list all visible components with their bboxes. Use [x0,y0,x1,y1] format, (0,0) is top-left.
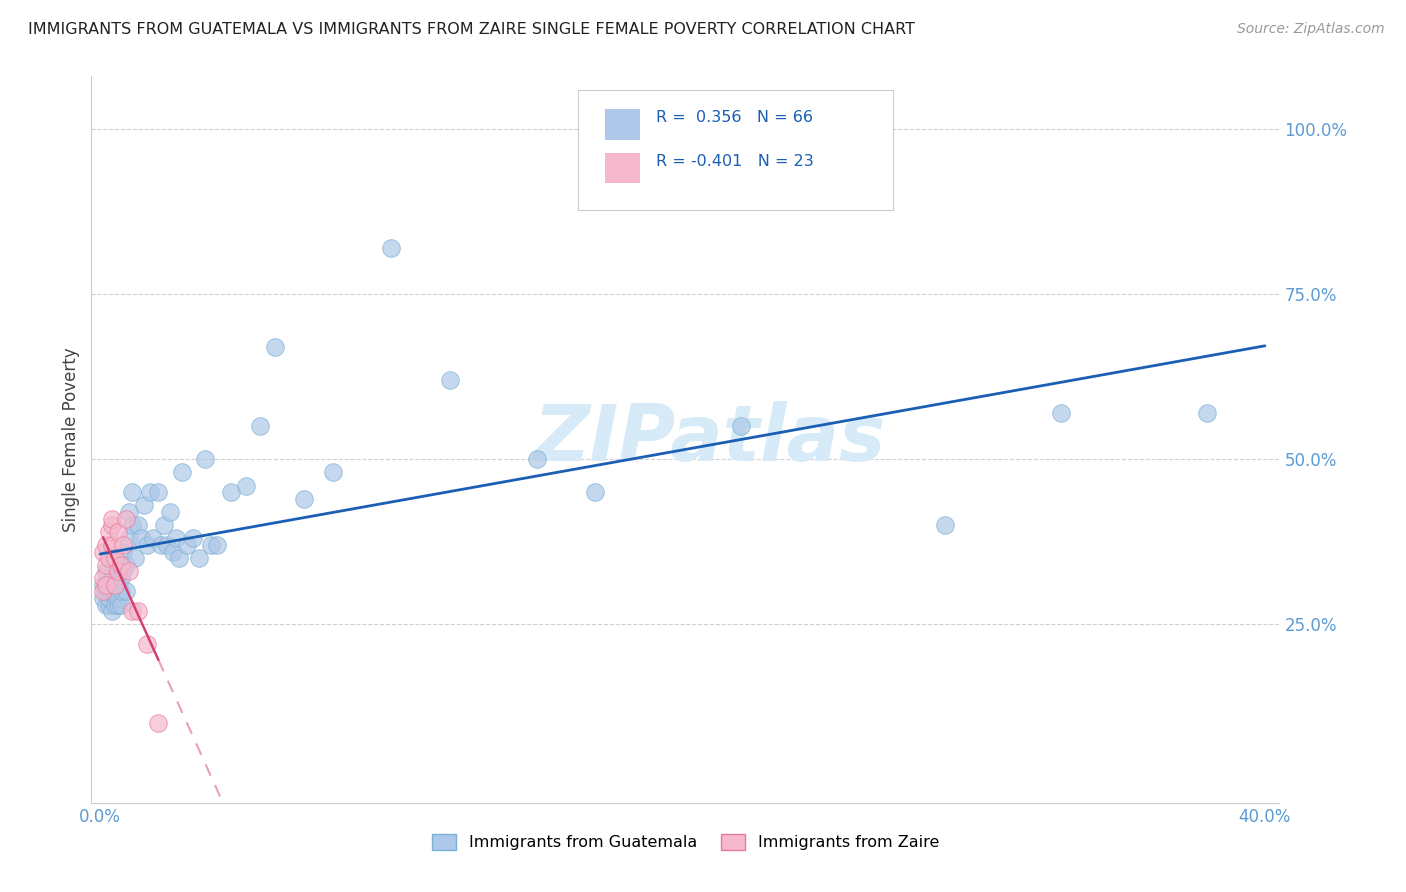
Point [100,584,122,599]
Point [121,485,143,500]
Point [115,584,138,599]
Point [205,538,228,552]
Point [97,584,120,599]
Point [127,518,149,533]
Point [91,584,114,599]
Point [219,485,242,500]
Point [141,532,163,546]
Point [104,571,127,585]
Point [150,538,173,552]
Point [107,524,129,539]
Point [153,518,176,533]
Point [100,604,122,618]
Point [118,532,141,546]
Point [112,544,135,558]
Point [97,551,120,566]
Point [124,551,146,566]
Point [107,578,129,592]
Point [94,584,117,599]
Point [167,551,190,566]
Point [1050,406,1073,420]
Point [135,538,157,552]
Point [104,584,127,599]
FancyBboxPatch shape [578,90,893,211]
Point [138,485,160,500]
Point [121,518,143,533]
Point [526,452,548,467]
Point [235,478,257,492]
Point [94,538,117,552]
Point [249,419,271,434]
Text: ZIPatlas: ZIPatlas [533,401,886,477]
Point [100,571,122,585]
Point [104,598,127,612]
Point [156,538,179,552]
Point [159,505,181,519]
Point [94,578,117,592]
Point [112,565,135,579]
Point [97,524,120,539]
Y-axis label: Single Female Poverty: Single Female Poverty [62,347,80,532]
Point [91,544,114,558]
Point [170,466,193,480]
Point [107,591,129,605]
Point [91,571,114,585]
Point [91,578,114,592]
Point [583,485,606,500]
Point [176,538,198,552]
Point [91,591,114,605]
Legend: Immigrants from Guatemala, Immigrants from Zaire: Immigrants from Guatemala, Immigrants fr… [426,827,945,856]
Point [110,584,132,599]
Text: R = -0.401   N = 23: R = -0.401 N = 23 [655,154,814,169]
Point [97,578,120,592]
Point [94,565,117,579]
Point [165,532,187,546]
Point [107,598,129,612]
Text: R =  0.356   N = 66: R = 0.356 N = 66 [655,111,813,126]
Point [100,518,122,533]
Point [200,538,222,552]
Point [100,538,122,552]
Point [263,340,285,354]
Point [292,491,315,506]
Point [115,511,138,525]
Point [110,558,132,572]
Text: IMMIGRANTS FROM GUATEMALA VS IMMIGRANTS FROM ZAIRE SINGLE FEMALE POVERTY CORRELA: IMMIGRANTS FROM GUATEMALA VS IMMIGRANTS … [28,22,915,37]
Point [110,598,132,612]
Point [1195,406,1218,420]
Text: Source: ZipAtlas.com: Source: ZipAtlas.com [1237,22,1385,37]
Point [118,505,141,519]
Point [194,452,217,467]
Point [104,551,127,566]
Point [934,518,956,533]
Point [97,591,120,605]
Point [118,565,141,579]
Point [112,538,135,552]
Point [322,466,344,480]
Point [188,551,211,566]
Point [439,373,461,387]
Point [94,558,117,572]
FancyBboxPatch shape [605,153,640,184]
Point [97,598,120,612]
FancyBboxPatch shape [605,109,640,140]
Point [380,241,402,255]
Point [115,558,138,572]
Point [132,499,155,513]
Point [127,604,149,618]
Point [129,532,152,546]
Point [110,571,132,585]
Point [104,578,127,592]
Point [135,637,157,651]
Point [181,532,204,546]
Point [100,511,122,525]
Point [162,544,184,558]
Point [121,604,143,618]
Point [148,716,170,731]
Point [148,485,170,500]
Point [94,598,117,612]
Point [107,565,129,579]
Point [730,419,752,434]
Point [104,591,127,605]
